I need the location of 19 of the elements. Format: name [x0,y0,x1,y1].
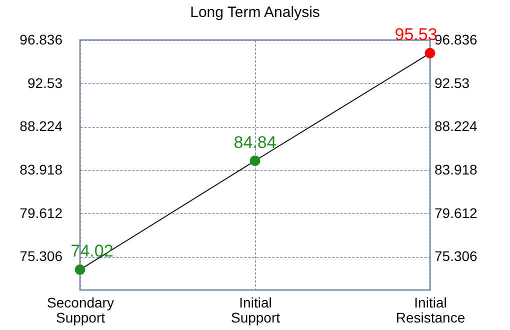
x-tick-label: Secondary Support [47,294,114,326]
point [424,48,436,58]
point [74,264,86,275]
y2-tick-label: 79.612 [434,204,478,221]
y2-tick-label: 88.224 [434,118,478,134]
y-tick-label: 88.224 [20,118,63,134]
y-tick-label: 92.53 [27,74,63,91]
point [250,156,260,166]
y2-tick-label: 83.918 [434,162,478,178]
y-tick-label: 79.612 [20,204,63,221]
chart-title: Long Term Analysis [190,4,320,22]
data-label: 84.84 [234,132,276,152]
x-tick-label: Initial Support [230,294,280,326]
y-tick-label: 75.306 [20,248,63,264]
y2-tick-label: 92.53 [434,74,470,91]
y-tick-label: 96.836 [20,32,63,48]
x-tick-label: Initial Resistance [396,294,466,326]
y-tick-label: 83.918 [20,162,63,178]
y2-tick-label: 75.306 [434,248,478,264]
